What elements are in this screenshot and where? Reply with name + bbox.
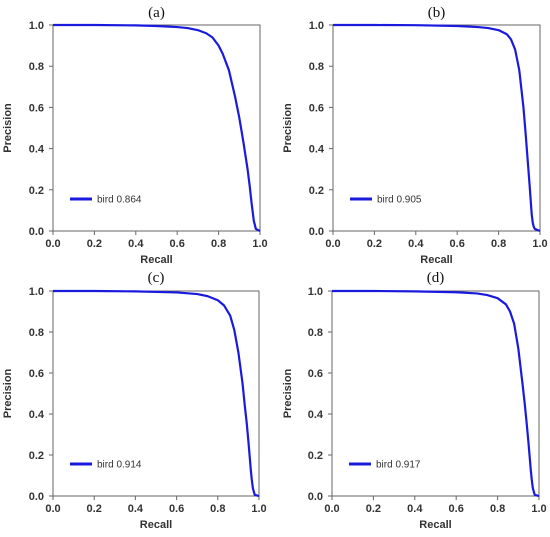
x-tick-label: 0.8 (491, 238, 506, 250)
y-tick-label: 0.0 (309, 226, 324, 238)
x-axis-label: Recall (419, 519, 451, 531)
x-tick-label: 1.0 (532, 238, 547, 250)
y-tick-label: 0.8 (309, 61, 324, 73)
y-tick-label: 1.0 (29, 286, 44, 298)
legend-label: bird 0.905 (377, 195, 422, 206)
y-tick-label: 0.6 (309, 102, 324, 114)
y-tick-label: 0.8 (308, 327, 323, 339)
x-tick-label: 0.0 (325, 238, 340, 250)
y-tick-label: 0.4 (29, 409, 45, 421)
y-axis-label: Precision (2, 368, 14, 418)
x-tick-label: 0.4 (408, 238, 424, 250)
x-tick-label: 0.0 (324, 503, 339, 515)
y-tick-label: 0.2 (29, 185, 44, 197)
x-tick-label: 0.8 (490, 503, 505, 515)
y-tick-label: 0.2 (309, 185, 324, 197)
y-tick-label: 0.0 (29, 491, 44, 503)
y-tick-label: 0.4 (29, 144, 45, 156)
x-tick-label: 0.8 (210, 503, 225, 515)
x-tick-label: 0.6 (449, 503, 464, 515)
chart-panel: (c) 0.0 0.2 0.4 0.6 0.8 1.0 0.0 0.2 0.4 0.6 0.8 1.0 R… (2, 270, 267, 531)
chart-title: (a) (148, 5, 165, 21)
x-tick-label: 0.2 (87, 238, 102, 250)
y-tick-label: 0.0 (29, 226, 44, 238)
x-tick-label: 1.0 (251, 503, 266, 515)
x-axis-label: Recall (420, 254, 452, 266)
pr-curve-line (53, 289, 260, 498)
chart-title: (b) (428, 5, 446, 21)
y-tick-label: 0.6 (29, 368, 44, 380)
legend-label: bird 0.864 (97, 195, 142, 206)
y-tick-label: 0.6 (29, 102, 44, 114)
y-axis-label: Precision (282, 103, 294, 153)
y-tick-label: 0.6 (308, 368, 323, 380)
x-axis-label: Recall (140, 519, 172, 531)
y-tick-label: 1.0 (309, 20, 324, 32)
x-tick-label: 0.0 (45, 503, 60, 515)
x-tick-label: 1.0 (531, 503, 546, 515)
chart-panel: (d) 0.0 0.2 0.4 0.6 0.8 1.0 0.0 0.2 0.4 0.6 0.8 1.0 R… (282, 270, 547, 531)
y-tick-label: 0.4 (308, 409, 324, 421)
x-tick-label: 0.2 (366, 503, 381, 515)
y-tick-label: 0.4 (309, 144, 325, 156)
x-tick-label: 0.6 (450, 238, 465, 250)
plot-area (331, 290, 540, 497)
x-tick-label: 0.0 (45, 238, 60, 250)
x-axis-label: Recall (140, 254, 172, 266)
y-tick-label: 0.2 (29, 450, 44, 462)
y-tick-label: 0.8 (29, 327, 44, 339)
pr-curve-line (53, 23, 261, 232)
x-tick-label: 0.6 (170, 238, 185, 250)
chart-panel: (b) 0.0 0.2 0.4 0.6 0.8 1.0 0.0 0.2 0.4 0.6 0.8 1.0 R… (282, 5, 548, 266)
pr-curve-line (333, 23, 541, 233)
plot-area (332, 24, 541, 232)
y-tick-label: 0.0 (308, 491, 323, 503)
x-tick-label: 0.2 (87, 503, 102, 515)
legend-label: bird 0.917 (376, 460, 421, 471)
x-tick-label: 0.4 (128, 238, 144, 250)
pr-curve-line (332, 289, 540, 498)
y-tick-label: 0.2 (308, 450, 323, 462)
x-tick-label: 0.4 (407, 503, 423, 515)
y-tick-label: 1.0 (308, 286, 323, 298)
chart-panel: (a) 0.0 0.2 0.4 0.6 0.8 1.0 0.0 0.2 0.4 0.6 0.8 1.0 R… (2, 5, 268, 266)
y-tick-label: 1.0 (29, 20, 44, 32)
x-tick-label: 0.4 (128, 503, 144, 515)
x-tick-label: 0.8 (211, 238, 226, 250)
x-tick-label: 0.2 (367, 238, 382, 250)
y-tick-label: 0.8 (29, 61, 44, 73)
legend-label: bird 0.914 (97, 460, 142, 471)
x-tick-label: 0.6 (169, 503, 184, 515)
y-axis-label: Precision (282, 368, 294, 418)
plot-area (52, 290, 260, 497)
chart-title: (c) (148, 270, 165, 286)
x-tick-label: 1.0 (252, 238, 267, 250)
chart-title: (d) (427, 270, 445, 286)
y-axis-label: Precision (2, 103, 14, 153)
